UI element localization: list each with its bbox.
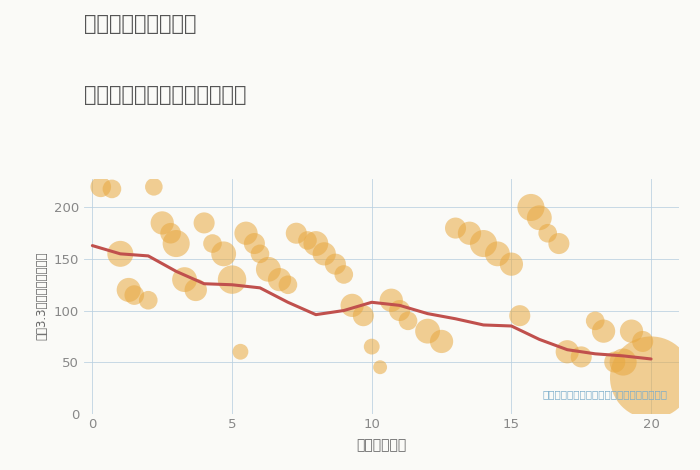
Point (553, 240, 564, 247)
Point (626, 328, 637, 335)
Point (464, 229, 475, 237)
Point (171, 240, 182, 247)
Point (123, 286, 134, 294)
Point (637, 337, 648, 345)
Point (330, 260, 341, 268)
Point (394, 307, 405, 314)
Y-axis label: 坪（3.3㎡）単価（万円）: 坪（3.3㎡）単価（万円） (35, 252, 48, 340)
Point (179, 276, 190, 283)
Point (282, 281, 293, 289)
Point (302, 237, 313, 244)
Point (402, 317, 414, 325)
Point (374, 363, 386, 371)
Point (478, 240, 489, 247)
Point (207, 240, 218, 247)
Point (525, 204, 536, 211)
Point (450, 224, 461, 232)
Point (506, 260, 517, 268)
Point (106, 185, 118, 193)
Point (492, 250, 503, 258)
Point (358, 312, 369, 320)
Point (346, 302, 358, 309)
X-axis label: 駅距離（分）: 駅距離（分） (356, 439, 407, 453)
Point (165, 229, 176, 237)
Point (609, 358, 620, 366)
Point (386, 297, 397, 304)
Point (338, 271, 349, 278)
Point (274, 276, 285, 283)
Point (542, 229, 553, 237)
Point (589, 317, 601, 325)
Point (148, 183, 160, 191)
Point (514, 312, 526, 320)
Point (248, 240, 260, 247)
Point (290, 229, 302, 237)
Point (436, 337, 447, 345)
Point (190, 286, 202, 294)
Point (157, 219, 168, 227)
Point (645, 374, 657, 381)
Point (234, 348, 246, 355)
Point (95, 183, 106, 191)
Point (254, 250, 265, 258)
Point (143, 297, 154, 304)
Point (218, 250, 230, 258)
Point (366, 343, 377, 350)
Point (318, 250, 330, 258)
Point (199, 219, 210, 227)
Point (115, 250, 126, 258)
Point (575, 353, 587, 360)
Point (422, 328, 433, 335)
Text: 駅距離別中古マンション価格: 駅距離別中古マンション価格 (84, 85, 246, 105)
Point (310, 240, 321, 247)
Point (227, 276, 238, 283)
Text: 円の大きさは、取引のあった物件面積を示す: 円の大きさは、取引のあった物件面積を示す (542, 390, 667, 400)
Point (533, 214, 545, 221)
Point (617, 358, 629, 366)
Point (262, 266, 274, 273)
Point (598, 328, 609, 335)
Point (240, 229, 251, 237)
Point (129, 291, 140, 299)
Point (561, 348, 573, 355)
Text: 奈良県近鉄奈良駅の: 奈良県近鉄奈良駅の (84, 14, 197, 34)
